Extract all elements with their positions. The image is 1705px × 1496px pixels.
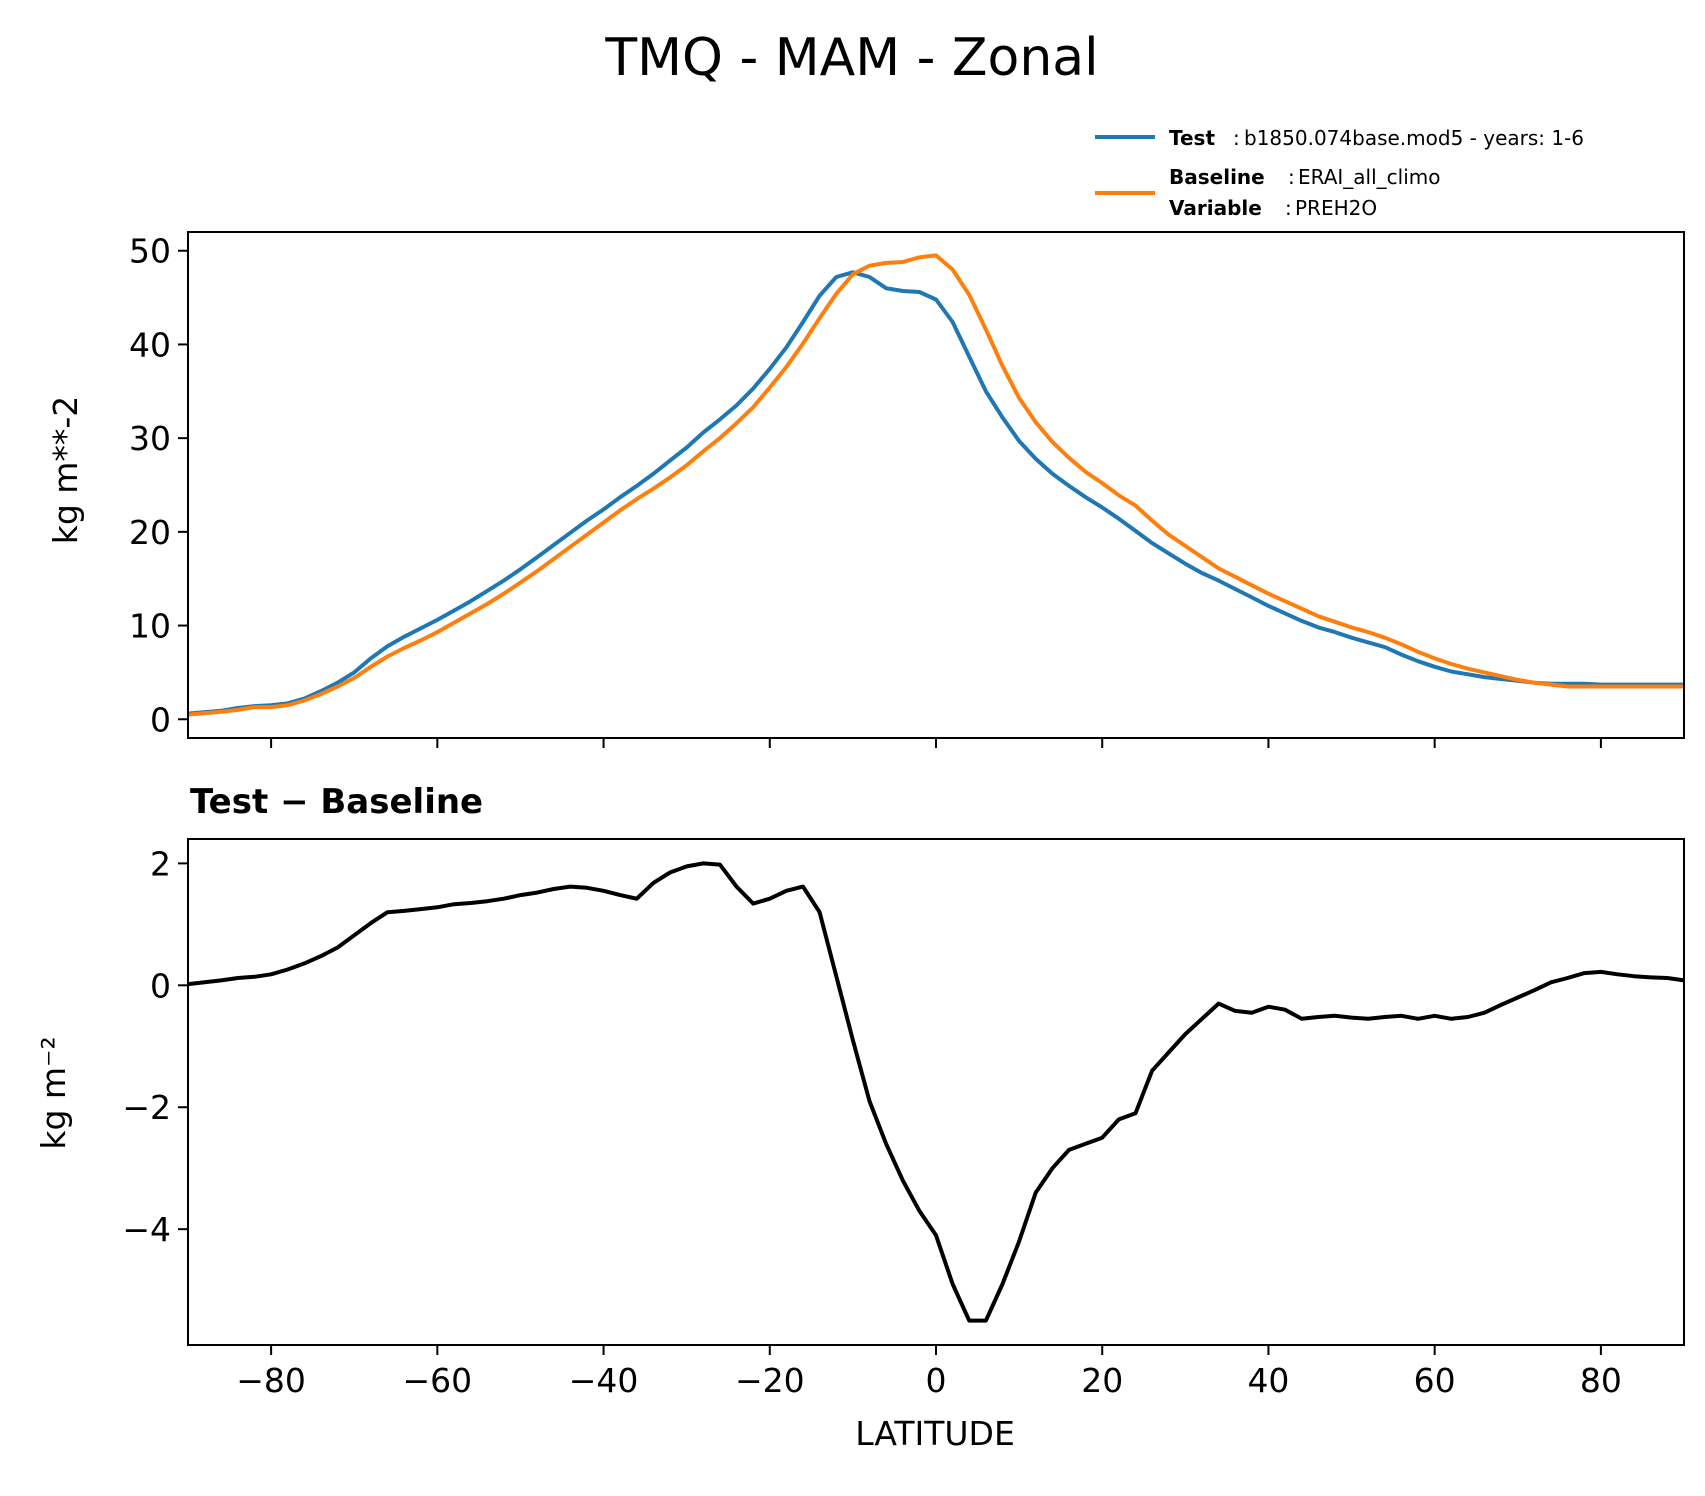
legend-sep-baseline: : [1288, 165, 1295, 189]
bottom-x-tick-label: −80 [236, 1361, 306, 1400]
top-y-ticks: 0 10 20 30 40 50 [129, 232, 188, 739]
top-x-ticks [270, 738, 1602, 748]
bottom-y-tick-label: 2 [150, 844, 171, 883]
x-axis-label: LATITUDE [855, 1414, 1015, 1453]
top-series-line-test [187, 270, 1684, 716]
bottom-x-ticks: −80 −60 −40 −20 0 20 40 60 80 [236, 1345, 1622, 1400]
bottom-y-axis-label: kg m⁻² [34, 1036, 73, 1149]
bottom-y-tick-label: −2 [122, 1088, 171, 1127]
bottom-axes-frame [187, 838, 1685, 1346]
legend-text-variable: PREH2O [1295, 196, 1377, 220]
bottom-x-tick-label: −60 [403, 1361, 473, 1400]
legend-key-test: Test [1169, 126, 1215, 150]
bottom-y-tick-label: −4 [122, 1210, 171, 1249]
top-y-tick-label: 10 [129, 607, 171, 646]
legend: Test : b1850.074base.mod5 - years: 1-6 B… [1095, 126, 1584, 220]
bottom-x-tick-label: 20 [1081, 1361, 1123, 1400]
legend-text-baseline: ERAI_all_climo [1298, 165, 1441, 189]
bottom-x-tick-label: 0 [926, 1361, 947, 1400]
bottom-series-line-difference [187, 861, 1685, 1323]
bottom-x-tick-label: 40 [1247, 1361, 1289, 1400]
legend-text-test: b1850.074base.mod5 - years: 1-6 [1244, 126, 1584, 150]
figure-title: TMQ - MAM - Zonal [604, 28, 1098, 88]
bottom-x-tick-label: −40 [569, 1361, 639, 1400]
legend-key-baseline: Baseline [1169, 165, 1265, 189]
bottom-x-tick-label: 80 [1580, 1361, 1622, 1400]
legend-sep-variable: : [1285, 196, 1292, 220]
top-y-tick-label: 20 [129, 513, 171, 552]
legend-key-variable: Variable [1169, 196, 1262, 220]
top-series-line-baseline [187, 253, 1684, 717]
top-y-tick-label: 0 [150, 700, 171, 739]
top-series-group [187, 253, 1684, 717]
top-y-axis-label: kg m**-2 [46, 396, 85, 545]
bottom-panel: Test − Baseline −4−202 −80 −60 −40 −20 0 20 40… [34, 782, 1685, 1453]
legend-sep-test: : [1233, 126, 1240, 150]
top-y-tick-label: 40 [129, 325, 171, 364]
bottom-y-tick-label: 0 [150, 966, 171, 1005]
bottom-x-tick-label: 60 [1414, 1361, 1456, 1400]
bottom-panel-title: Test − Baseline [190, 782, 483, 822]
top-axes-frame [187, 231, 1685, 739]
top-panel: 0 10 20 30 40 50 kg m**-2 [46, 231, 1685, 748]
bottom-x-tick-label: −20 [735, 1361, 805, 1400]
bottom-series-group [187, 861, 1685, 1323]
bottom-y-ticks: −4 −2 0 2 [122, 844, 188, 1249]
top-y-tick-label: 50 [129, 232, 171, 271]
top-y-tick-label: 30 [129, 419, 171, 458]
